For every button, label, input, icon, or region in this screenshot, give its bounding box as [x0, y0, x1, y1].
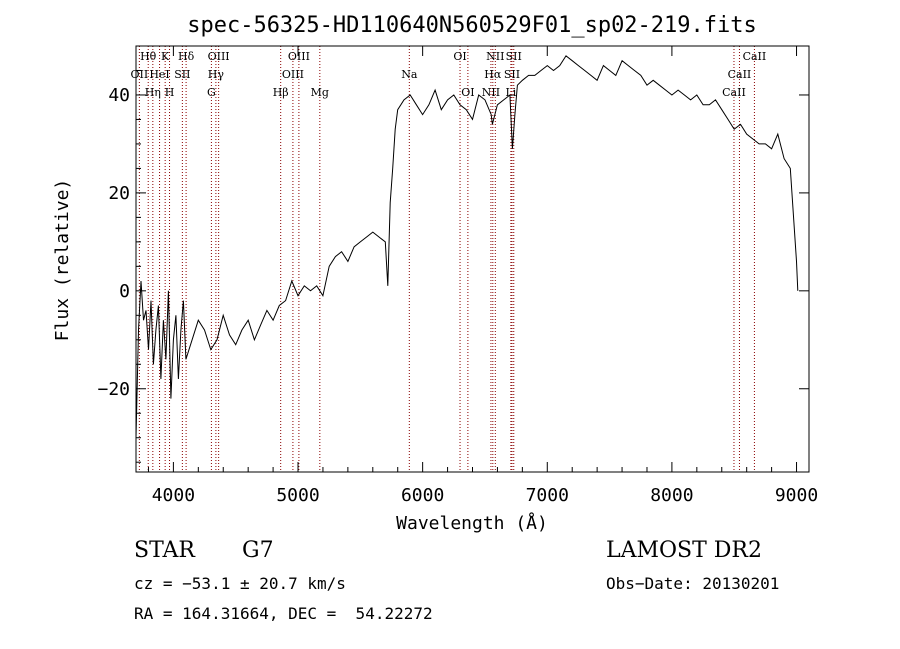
- line-label-22: SII: [504, 68, 520, 81]
- line-label-12: OIII: [282, 68, 304, 81]
- line-label-17: OI: [461, 86, 474, 99]
- x-axis-ticks: 4000 5000 6000 7000 8000 9000: [147, 46, 818, 506]
- line-label-9: Hγ: [208, 68, 225, 81]
- object-class: STAR: [134, 538, 195, 563]
- y-tick-label-1: 0: [119, 281, 130, 302]
- line-label-2: Hη: [145, 86, 161, 99]
- line-label-4: H: [165, 86, 175, 99]
- coordinates: RA = 164.31664, DEC = 54.22272: [134, 604, 433, 623]
- line-label-11: OIII: [288, 50, 310, 63]
- line-label-15: Na: [401, 68, 418, 81]
- y-tick-label-2: 20: [108, 183, 130, 204]
- line-label-16: OI: [453, 50, 466, 63]
- chart-title: spec-56325-HD110640N560529F01_sp02-219.f…: [187, 13, 757, 38]
- line-label-26: CaII: [722, 86, 746, 99]
- plot-frame: [135, 45, 810, 473]
- spectral-line-labels: Hθ OII Hη K H HeI Hδ SII OIII Hγ G OIII OIII Hβ Mg Na OI…: [131, 50, 767, 99]
- line-label-7: SII: [174, 68, 190, 81]
- line-label-24: CaII: [743, 50, 767, 63]
- line-label-8: OIII: [208, 50, 230, 63]
- x-tick-label-5: 9000: [775, 485, 818, 506]
- y-axis-label: Flux (relative): [52, 179, 73, 342]
- spectrum-line: [135, 55, 799, 438]
- redshift-cz: cz = −53.1 ± 20.7 km/s: [134, 574, 346, 593]
- line-label-19: Hα: [484, 68, 502, 81]
- line-label-21: SII: [506, 50, 522, 63]
- y-tick-label-3: 40: [108, 85, 130, 106]
- line-label-10: G: [207, 86, 216, 99]
- x-tick-label-4: 8000: [650, 485, 693, 506]
- line-label-0: Hθ: [140, 50, 157, 63]
- spectral-line-markers: [138, 46, 755, 472]
- y-axis-ticks: −20 0 20 40: [97, 69, 809, 463]
- line-label-18: NII: [486, 50, 504, 63]
- line-label-23: Li: [505, 86, 516, 99]
- obs-date: Obs−Date: 20130201: [606, 574, 780, 593]
- line-label-5: HeI: [149, 68, 169, 81]
- x-tick-label-1: 5000: [276, 485, 319, 506]
- line-label-1: OII: [131, 68, 149, 81]
- x-tick-label-3: 7000: [526, 485, 569, 506]
- x-tick-label-2: 6000: [401, 485, 444, 506]
- x-axis-label: Wavelength (Å): [396, 512, 548, 534]
- line-label-20: NII: [482, 86, 500, 99]
- x-tick-label-0: 4000: [152, 485, 195, 506]
- survey-name: LAMOST DR2: [606, 538, 762, 563]
- object-subclass: G7: [242, 538, 274, 563]
- line-label-3: K: [161, 50, 170, 63]
- line-label-6: Hδ: [178, 50, 195, 63]
- line-label-14: Mg: [311, 86, 329, 99]
- y-tick-label-0: −20: [97, 379, 130, 400]
- line-label-25: CaII: [728, 68, 752, 81]
- line-label-13: Hβ: [273, 86, 289, 99]
